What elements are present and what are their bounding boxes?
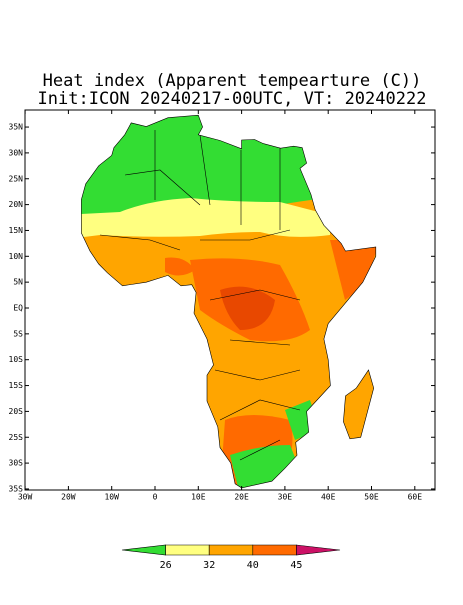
lat-tick-label: 30S [9,459,24,468]
lon-tick-label: 30E [278,493,293,502]
colorbar-label: 26 [160,560,172,571]
lat-tick-label: 20N [9,200,24,209]
lat-tick-label: 25N [9,174,24,183]
lat-tick-label: 35S [9,484,24,493]
colorbar-segment [165,544,210,556]
lat-tick-label: 5S [13,329,23,338]
lat-tick-label: 30N [9,148,24,157]
lat-tick-label: 5N [13,278,23,287]
lat-tick-label: 20S [9,407,24,416]
lat-tick-label: 15S [9,381,24,390]
lat-tick-label: 25S [9,433,24,442]
lon-tick-label: 10E [191,493,206,502]
lon-tick-label: 20W [61,493,76,502]
colorbar-segment [252,544,297,556]
heat-index-field [81,115,376,488]
colorbar: 26 32 40 45 [121,544,341,571]
colorbar-label: 45 [290,560,302,571]
colorbar-segment [296,544,341,556]
colorbar-segment [208,544,254,556]
lat-tick-label: 35N [9,123,24,132]
colorbar-segment [121,544,166,556]
lat-tick-label: 10S [9,355,24,364]
lon-tick-label: 20E [234,493,249,502]
lat-tick-label: 15N [9,226,24,235]
map-frame [24,109,436,491]
borders [81,114,377,489]
lon-tick-label: 10W [104,493,119,502]
lon-tick-label: 0 [153,493,158,502]
colorbar-label: 40 [247,560,259,571]
lat-tick-label: EQ [13,304,23,313]
lon-tick-label: 60E [408,493,423,502]
colorbar-label: 32 [203,560,215,571]
title: Heat index (Apparent tempearture (C)) [43,71,422,91]
lat-tick-label: 10N [9,252,24,261]
lon-tick-label: 50E [364,493,379,502]
axis-ticks: 35N 30N 25N 20N 15N 10N 5N EQ 5S 10S 15S 20S 25S 30S 3… [9,110,435,502]
subtitle: Init:ICON 20240217-00UTC, VT: 20240222 [38,89,427,109]
lon-tick-label: 40E [321,493,336,502]
lon-tick-label: 30W [18,493,33,502]
